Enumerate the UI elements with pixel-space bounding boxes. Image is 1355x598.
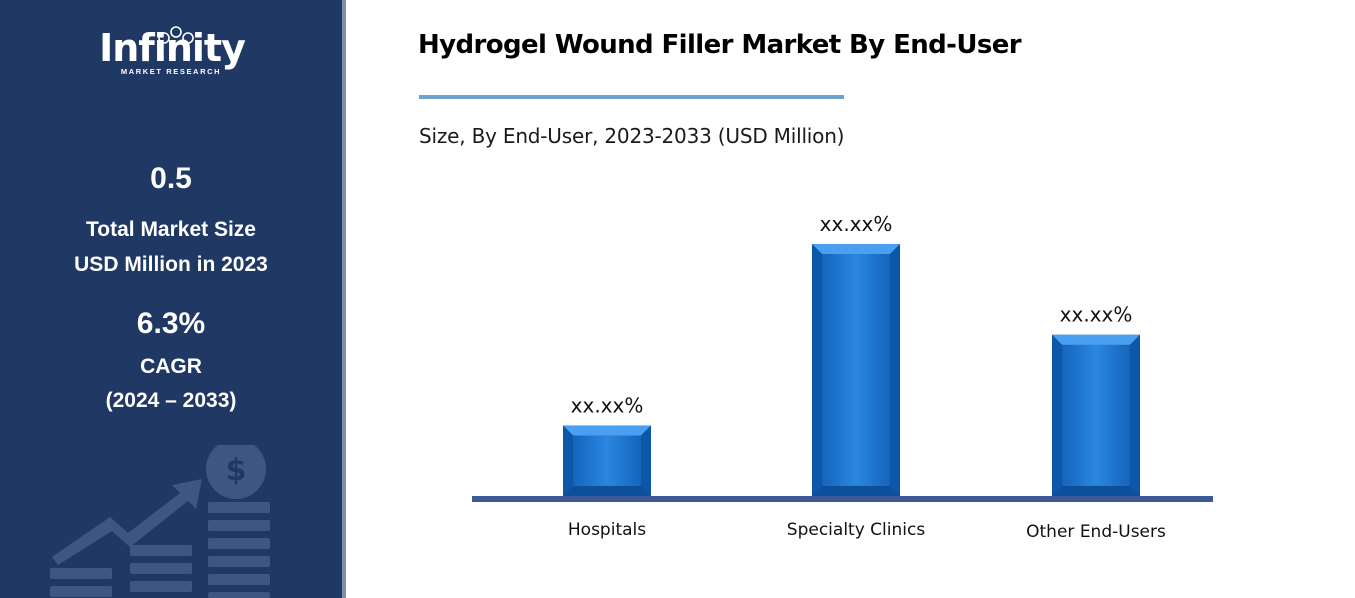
svg-text:$: $ xyxy=(226,453,247,488)
category-label: Hospitals xyxy=(568,520,646,540)
cagr-period: (2024 – 2033) xyxy=(105,389,237,412)
cagr-label: CAGR xyxy=(140,355,202,378)
bar-other-end-users xyxy=(1052,334,1140,496)
data-label: xx.xx% xyxy=(820,212,893,236)
logo-subtitle: MARKET RESEARCH xyxy=(120,67,222,76)
market-size-label: Total Market Size xyxy=(86,218,256,241)
market-size-value: 0.5 xyxy=(150,162,192,195)
logo: Infinity MARKET RESEARCH xyxy=(0,26,342,76)
growth-chart-dollar-icon: $ xyxy=(50,445,270,598)
bar-hospitals xyxy=(563,425,651,496)
x-axis-line xyxy=(472,496,1213,502)
bar-specialty-clinics xyxy=(812,244,900,496)
category-label: Specialty Clinics xyxy=(787,520,926,540)
title-underline xyxy=(419,95,844,99)
data-label: xx.xx% xyxy=(1060,303,1133,327)
logo-knot-icon xyxy=(158,26,194,44)
category-label: Other End-Users xyxy=(1026,522,1166,542)
cagr-value: 6.3% xyxy=(136,307,206,340)
panel-divider xyxy=(342,0,346,598)
data-label: xx.xx% xyxy=(571,393,644,417)
logo-wordmark: Infinity xyxy=(99,26,246,70)
market-size-unit: USD Million in 2023 xyxy=(74,253,268,276)
chart-title: Hydrogel Wound Filler Market By End-User xyxy=(418,30,1022,60)
summary-panel: Infinity MARKET RESEARCH 0.5 Total Marke… xyxy=(0,0,342,598)
chart-subtitle: Size, By End-User, 2023-2033 (USD Millio… xyxy=(419,124,845,148)
